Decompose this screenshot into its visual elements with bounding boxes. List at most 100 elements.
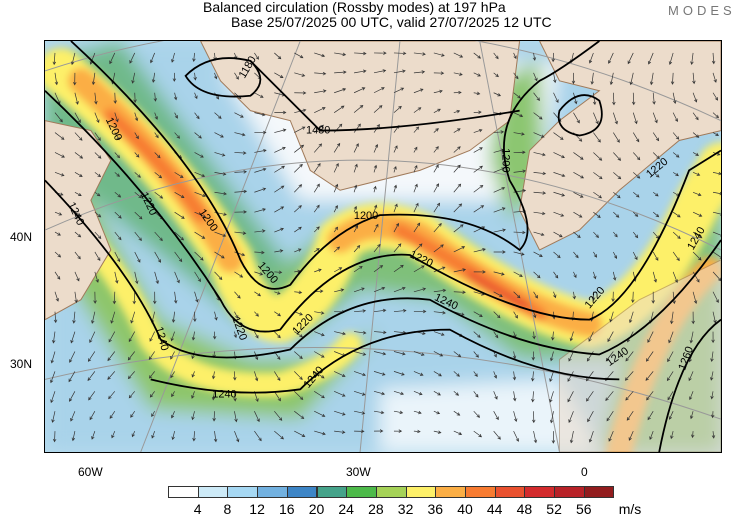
wind-arrow	[174, 172, 184, 178]
wind-arrow	[274, 206, 285, 213]
wind-arrow	[413, 126, 420, 133]
wind-arrow	[254, 271, 264, 276]
wind-arrow	[134, 251, 141, 263]
wind-arrow	[274, 249, 284, 253]
wind-arrow	[393, 371, 405, 376]
wind-arrow	[531, 351, 536, 361]
wind-arrow	[691, 311, 695, 325]
wind-arrow	[94, 191, 101, 197]
wind-arrow	[632, 152, 641, 161]
wind-arrow	[274, 391, 281, 402]
wind-arrow	[613, 211, 620, 218]
contour-label: 1240	[212, 388, 236, 400]
wind-arrow	[453, 371, 460, 377]
wind-arrow	[94, 92, 98, 105]
wind-arrow	[171, 411, 175, 419]
wind-arrow	[593, 132, 601, 143]
wind-arrow	[568, 411, 574, 423]
wind-arrow	[50, 391, 56, 404]
wind-arrow	[233, 331, 238, 339]
land-masses	[45, 41, 721, 452]
wind-arrow	[593, 172, 603, 180]
wind-arrow	[493, 291, 503, 297]
wind-arrow	[393, 87, 405, 94]
wind-arrow	[633, 191, 640, 198]
wind-arrow	[689, 331, 694, 344]
wind-arrow	[413, 390, 423, 396]
wind-arrow	[670, 311, 674, 325]
wind-arrow	[211, 371, 216, 380]
wind-arrow	[313, 204, 320, 213]
wind-arrow	[533, 231, 545, 237]
wind-arrow	[194, 211, 207, 218]
wind-arrow	[274, 410, 283, 421]
wind-arrow	[553, 271, 559, 279]
wind-arrow	[254, 130, 267, 135]
wind-arrow	[433, 128, 439, 133]
wind-arrow	[612, 92, 616, 106]
wind-arrow	[254, 311, 259, 317]
wind-arrow	[692, 291, 698, 304]
wind-arrow	[373, 185, 377, 193]
wind-arrow	[111, 430, 116, 439]
wind-arrow	[633, 211, 639, 217]
wind-arrow	[513, 291, 521, 299]
wind-arrow	[585, 371, 594, 382]
wind-arrow	[170, 351, 175, 360]
wind-arrow	[294, 72, 306, 77]
colorbar-swatch	[257, 486, 288, 498]
wind-arrow	[413, 183, 418, 193]
wind-arrow	[692, 132, 700, 138]
wind-arrow	[433, 266, 446, 273]
greenland	[199, 41, 521, 191]
wind-arrow	[214, 72, 218, 80]
wind-arrow	[611, 291, 615, 303]
wind-arrow	[254, 331, 259, 339]
wind-arrow	[234, 151, 247, 155]
wind-arrow	[413, 164, 418, 173]
wind-arrow	[134, 172, 141, 178]
wind-arrow	[70, 331, 76, 344]
wind-arrow	[333, 246, 341, 253]
wind-arrow	[353, 184, 358, 193]
wind-arrow	[413, 88, 424, 94]
wind-arrow	[433, 430, 442, 434]
wind-arrow	[274, 110, 287, 115]
wind-arrow	[174, 132, 181, 139]
wind-arrow	[453, 146, 461, 153]
wind-arrow	[294, 163, 303, 173]
wind-arrow	[712, 112, 720, 119]
wind-arrow	[533, 132, 545, 138]
wind-arrow	[274, 52, 282, 60]
wind-arrow	[53, 311, 58, 324]
wind-arrow	[154, 251, 161, 263]
wind-arrow	[174, 191, 185, 199]
wind-arrow	[353, 265, 363, 273]
wind-arrow	[134, 152, 140, 158]
wind-arrow	[453, 410, 461, 416]
wind-arrow	[692, 211, 703, 217]
wind-arrow	[692, 152, 700, 156]
wind-arrow	[613, 172, 622, 180]
colorbar-tick-label: 52	[546, 501, 562, 516]
wind-arrow	[549, 371, 554, 383]
wind-arrow	[54, 72, 59, 86]
wind-arrow	[692, 191, 702, 197]
wind-arrow	[373, 308, 387, 313]
wind-arrow	[214, 172, 227, 176]
wind-arrow	[274, 371, 281, 382]
wind-arrow	[513, 311, 518, 319]
wind-arrow	[233, 371, 237, 381]
wind-arrow	[532, 411, 536, 424]
wind-arrow	[214, 311, 218, 321]
wind-arrow	[413, 287, 427, 293]
wind-arrow	[194, 152, 204, 158]
wind-arrow	[89, 331, 96, 344]
wind-arrow	[612, 271, 617, 281]
wind-arrow	[672, 172, 679, 177]
colorbar-swatch	[316, 486, 348, 498]
wind-arrow	[453, 224, 464, 233]
wind-arrow	[453, 203, 463, 213]
